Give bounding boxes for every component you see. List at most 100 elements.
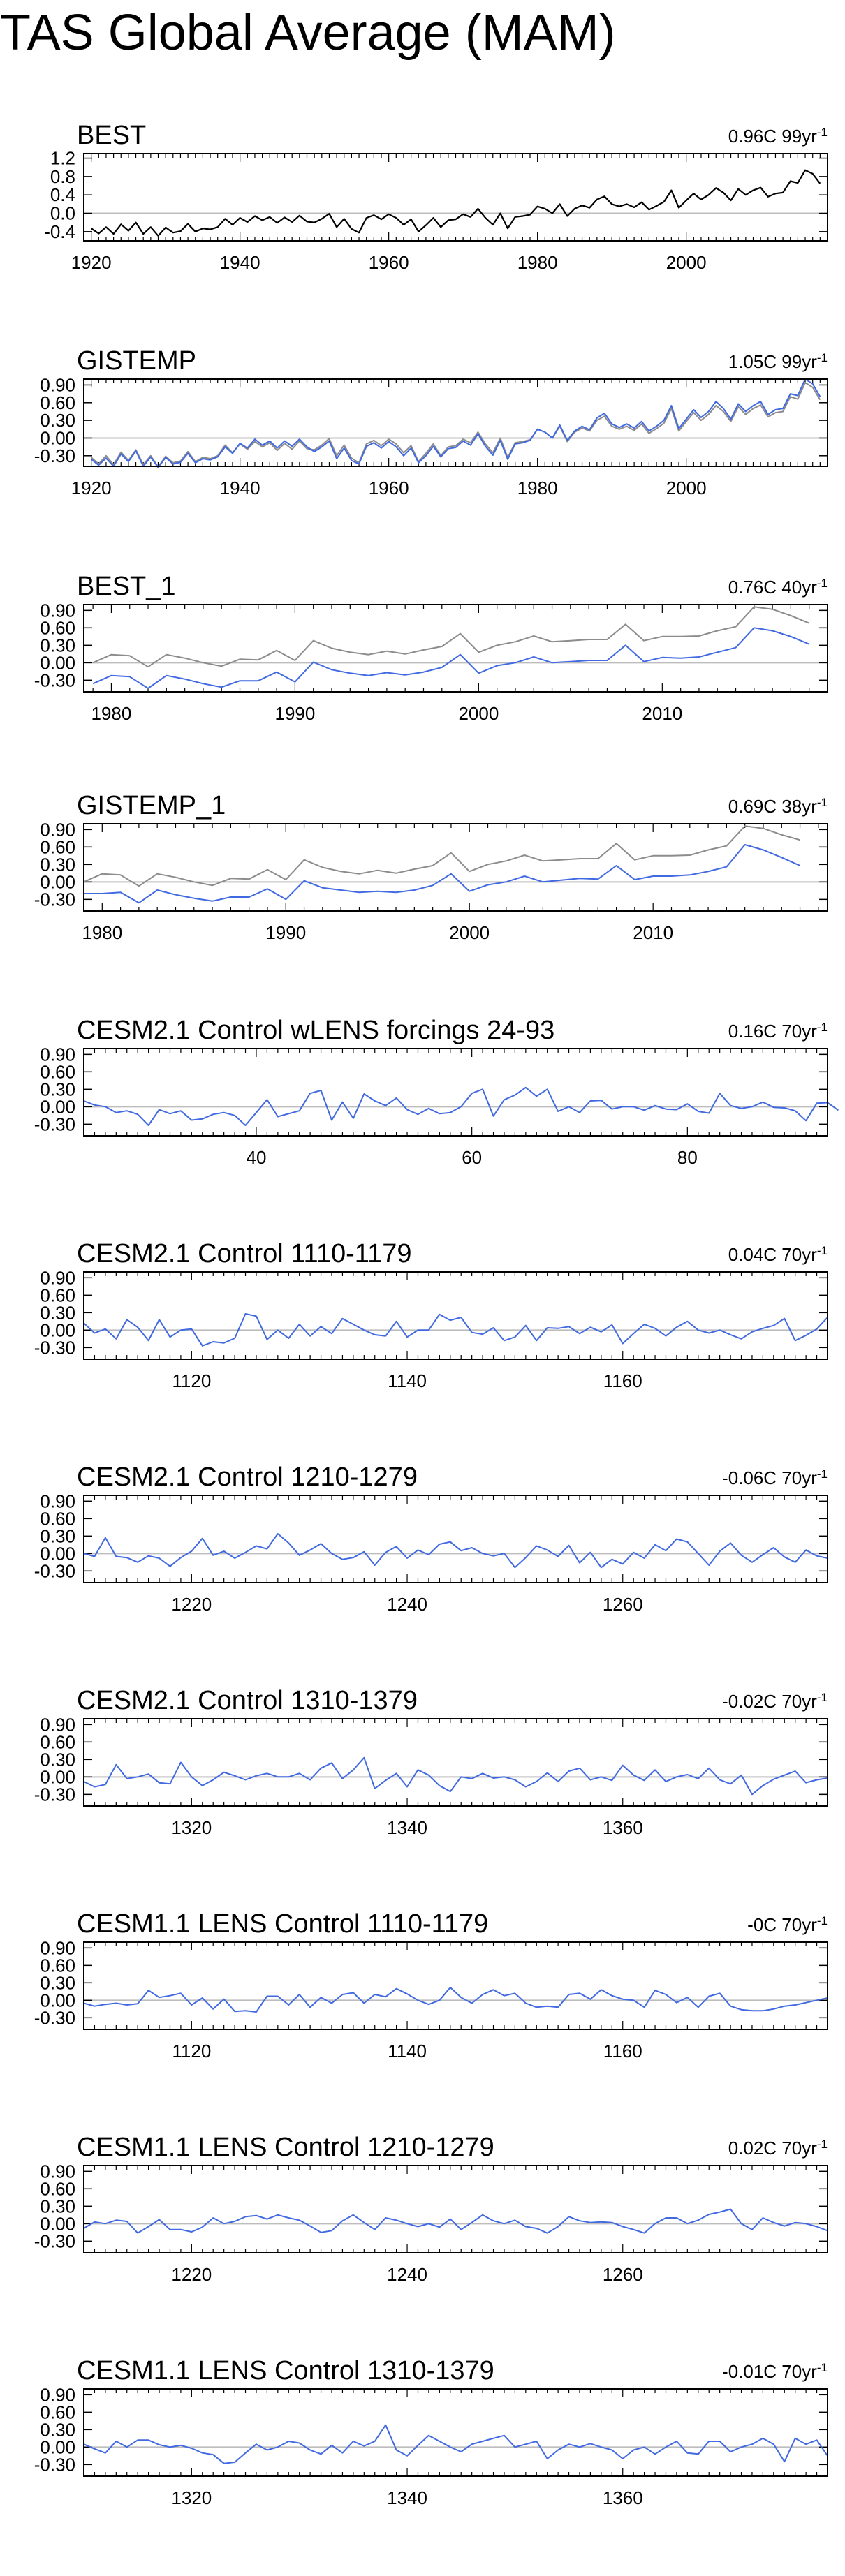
x-tick-label: 1920 [71,252,112,273]
panel-1: BEST 0.96C 99yr-1 1.20.80.40.0-0.4 1920 1940… [44,121,828,273]
panel-title: CESM2.1 Control 1110-1179 [77,1239,412,1268]
y-tick-label: 0.60 [40,1955,75,1976]
y-tick-label: 0.30 [40,2419,75,2440]
x-tick-label: 1320 [171,2487,212,2508]
x-tick-label: 1960 [369,478,409,498]
series-line [91,378,821,468]
x-tick-label: 2000 [666,478,707,498]
plot-frame [83,1495,828,1583]
plot-frame [83,2165,828,2253]
y-tick-label: 0.00 [40,1319,75,1340]
series-line [92,627,810,689]
trend-label: 1.05C 99yr-1 [728,351,828,373]
panel-10: CESM1.1 LENS Control 1210-1279 0.02C 70yr… [34,2133,828,2285]
series-line [91,169,821,237]
y-tick-label: 0.30 [40,1972,75,1993]
y-tick-label: 0.90 [40,1714,75,1735]
panel-5: CESM2.1 Control wLENS forcings 24-93 0.16… [34,1016,839,1168]
y-tick-label: 0.90 [40,1937,75,1958]
y-tick-label: -0.4 [44,221,75,242]
panel-11: CESM1.1 LENS Control 1310-1379 -0.01C 70y… [34,2356,828,2508]
panel-3: BEST_1 0.76C 40yr-1 0.900.600.300.00-0.30 1… [34,572,828,724]
y-tick-label: 0.60 [40,392,75,413]
x-tick-label: 2010 [642,703,682,724]
y-tick-label: 0.00 [40,427,75,448]
y-tick-label: 0.30 [40,1525,75,1546]
y-tick-label: 0.8 [50,166,75,187]
panel-title: CESM1.1 LENS Control 1310-1379 [77,2356,494,2385]
panel-title: CESM1.1 LENS Control 1210-1279 [77,2133,494,2162]
x-tick-label: 1240 [387,2264,427,2285]
y-tick-label: 0.4 [50,184,75,205]
panel-title: GISTEMP [77,346,196,376]
series-line [92,606,810,668]
x-tick-label: 1320 [171,1817,212,1838]
x-tick-label: 1980 [91,703,132,724]
trend-exponent: -1 [817,2138,828,2151]
y-tick-label: 0.60 [40,1061,75,1082]
y-tick-label: 0.90 [40,600,75,621]
x-tick-label: 1360 [603,2487,643,2508]
y-tick-label: 0.60 [40,617,75,638]
series-line [83,1313,828,1347]
panel-title: BEST [77,121,146,150]
x-tick-label: 1120 [172,2041,211,2061]
x-tick-label: 2000 [666,252,707,273]
x-tick-label: 1990 [274,703,315,724]
y-tick-label: 0.30 [40,1079,75,1100]
panel-7: CESM2.1 Control 1210-1279 -0.06C 70yr-1 0.… [34,1463,828,1615]
y-tick-label: 0.00 [40,2213,75,2234]
trend-label: -0C 70yr-1 [747,1914,828,1936]
x-tick-label: 80 [677,1147,698,1168]
figure-title: TAS Global Average (MAM) [0,5,616,61]
y-tick-label: 0.00 [40,652,75,673]
plot-frame [83,1271,828,1360]
y-tick-label: -0.30 [34,2454,75,2475]
plot-frame [83,2388,828,2477]
y-tick-label: 0.90 [40,1490,75,1511]
x-tick-label: 1990 [265,922,306,943]
series-line [84,844,801,904]
y-tick-label: -0.30 [34,1784,75,1805]
panel-title: GISTEMP_1 [77,791,226,820]
x-tick-label: 1940 [220,252,260,273]
series-line [83,2424,828,2464]
y-tick-label: 0.30 [40,410,75,431]
y-tick-label: 0.60 [40,2401,75,2422]
y-tick-label: -0.30 [34,2230,75,2251]
y-tick-label: -0.30 [34,1337,75,1358]
trend-exponent: -1 [817,2361,828,2374]
x-tick-label: 2000 [458,703,499,724]
trend-label: 0.69C 38yr-1 [728,796,828,817]
panel-title: CESM2.1 Control 1310-1379 [77,1686,418,1715]
series-line [83,1756,828,1796]
panel-title: BEST_1 [77,572,176,601]
y-tick-label: 0.60 [40,2178,75,2199]
panel-9: CESM1.1 LENS Control 1110-1179 -0C 70yr-1… [34,1909,828,2061]
x-tick-label: 1920 [71,478,112,498]
y-tick-label: 0.90 [40,1044,75,1065]
y-tick-label: 0.00 [40,1543,75,1564]
series-line [83,1987,828,2013]
x-tick-label: 1340 [387,2487,427,2508]
trend-label: 0.16C 70yr-1 [728,1021,828,1042]
x-tick-label: 1140 [388,1370,427,1391]
trend-label: -0.01C 70yr-1 [722,2361,828,2383]
y-tick-label: 0.30 [40,2196,75,2216]
x-tick-label: 1240 [387,1594,427,1615]
x-tick-label: 1160 [603,2041,642,2061]
y-tick-label: 0.90 [40,1267,75,1288]
plot-frame [83,153,828,242]
trend-label: -0.06C 70yr-1 [722,1467,828,1489]
series-line [91,382,821,468]
x-tick-label: 1340 [387,1817,427,1838]
y-tick-label: 0.90 [40,2384,75,2405]
trend-label: 0.02C 70yr-1 [728,2138,828,2159]
series-line [83,2208,828,2234]
panel-6: CESM2.1 Control 1110-1179 0.04C 70yr-1 0.9… [34,1239,828,1391]
trend-label: -0.02C 70yr-1 [722,1691,828,1712]
y-tick-label: 0.60 [40,1285,75,1305]
y-tick-label: 0.30 [40,854,75,875]
x-tick-label: 1220 [171,1594,212,1615]
